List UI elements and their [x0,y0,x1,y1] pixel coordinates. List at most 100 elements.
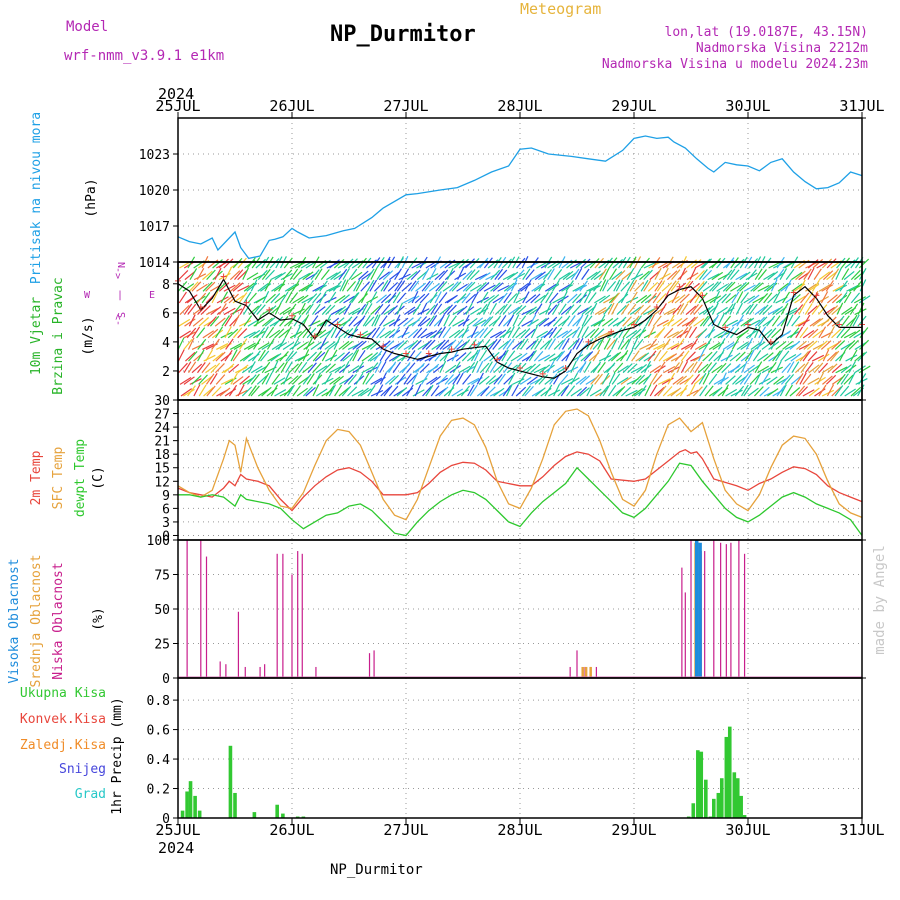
wind-barb [480,316,491,327]
wind-barb [493,373,503,385]
wind-barb [586,384,594,397]
wind-barb [461,351,472,362]
wind-barb [758,293,769,304]
wind-barb [516,338,526,350]
wind-barb [270,273,283,281]
wind-barb [250,385,260,397]
wind-title-2: Brzina i Pravac [51,277,66,394]
wind-barb [458,258,469,269]
wind-barb [517,315,527,327]
low-cloud-bar [373,650,375,678]
wind-barb [412,389,425,397]
wind-barb [198,384,207,397]
wind-barb [206,308,219,316]
wind-barb [452,307,465,316]
wind-barb [401,326,409,339]
wind-barb [434,270,446,281]
wind-barb [474,319,487,327]
wind-barb [688,384,696,397]
wind-barb [193,384,201,397]
wind-barb [577,325,584,339]
wind-barb [203,387,214,397]
wind-barb [209,373,218,385]
wind-barb [785,307,798,316]
precip-bar [193,795,197,818]
low-cloud-bar [315,666,317,678]
wind-barb [306,351,317,362]
wind-barb [268,329,281,339]
wind-barb [688,282,701,292]
model-label: Model [66,19,109,35]
y-tick-label: 6 [162,502,170,517]
wind-barb [325,326,335,339]
wind-barb [658,350,668,362]
wind-barb [538,354,551,362]
wind-barb [490,282,501,292]
wind-barb [657,361,666,374]
wind-barb [672,329,684,339]
wind-barb [415,282,427,292]
wind-barb [700,258,711,269]
low-cloud-bar [713,540,715,678]
wind-barb [481,338,491,350]
wind-barb [346,281,356,292]
wind-barb [201,376,213,385]
wind-barb [310,341,322,350]
wind-barb [758,326,767,339]
wind-barb [649,384,658,397]
wind-barb [841,306,853,316]
wind-barb [355,340,367,350]
wind-barb [443,314,451,327]
x-tick-label-bottom: 31JUL [839,821,884,839]
wind-barb [717,376,729,385]
wind-barb [498,361,508,374]
wind-barb [668,280,677,292]
wind-barb [603,349,612,362]
wind-barb [355,361,364,374]
wind-barb [807,283,820,292]
wind-barb [694,291,703,304]
wind-barb [507,293,518,304]
wind-barb [802,350,812,362]
wind-barb [392,361,402,374]
wind-barb [766,376,778,385]
wind-barb [455,352,467,362]
wind-barb [594,295,606,304]
wind-barb [314,268,323,280]
wind-barb [786,361,795,374]
wind-barb [840,373,849,385]
wind-barb [766,327,777,339]
wind-barb [271,283,283,292]
wind-barb [370,305,381,315]
wind-barb [615,270,626,281]
wind-barb [412,327,423,339]
wind-barb [594,373,603,385]
wind-barb [775,268,785,280]
wind-barb [396,280,406,292]
wind-barb [789,387,801,397]
wind-barb [326,272,338,281]
wind-barb [583,291,592,304]
wind-barb [703,362,713,374]
wind-barb [607,317,619,327]
wind-barb [465,258,475,269]
wind-barb [831,293,843,304]
wind-barb [757,365,770,374]
wind-barb [425,304,436,315]
wind-barb [826,351,838,362]
wind-barb [348,258,358,269]
wind-barb [672,376,684,385]
wind-barb [380,293,392,304]
wind-barb [476,372,484,385]
wind-barb [640,294,652,304]
wind-barb [694,361,703,374]
wind-barb [779,330,792,339]
wind-barb [667,372,676,385]
wind-gust-marker [243,299,250,306]
wind-barb [734,258,745,269]
wind-barb [374,303,384,315]
wind-barb [844,259,856,269]
wind-barb [805,283,817,292]
wind-barb [709,281,719,292]
wind-barb [658,272,671,281]
